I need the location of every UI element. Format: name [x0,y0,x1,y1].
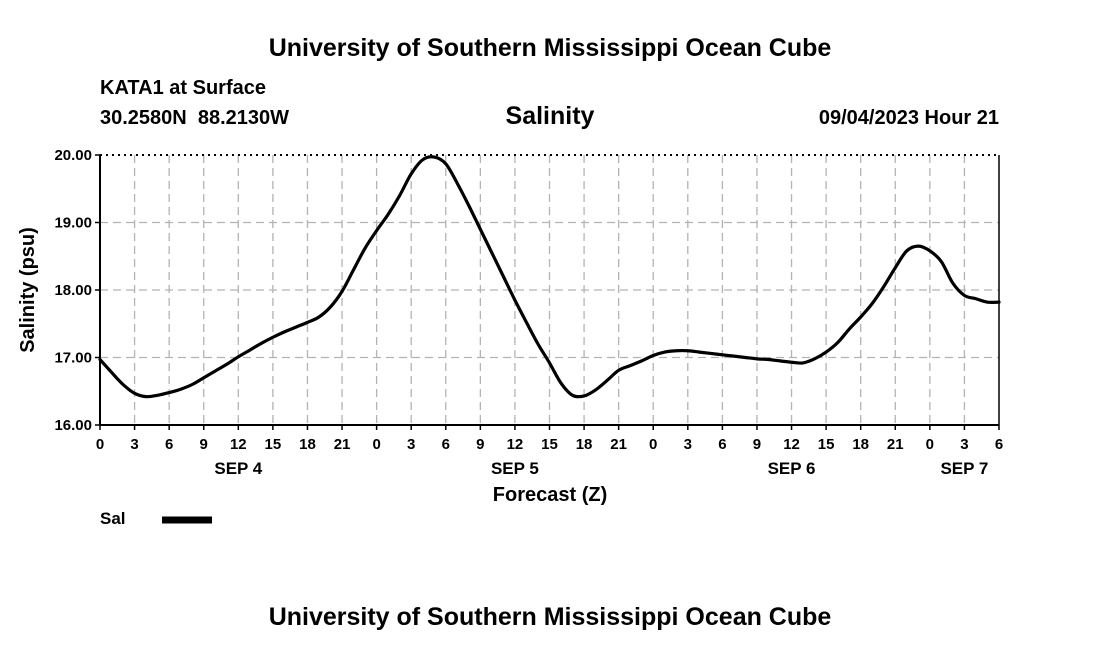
y-axis-label: Salinity (psu) [17,227,39,353]
x-tick-label: 21 [887,436,904,453]
x-tick-label: 9 [753,436,761,453]
day-label: SEP 6 [768,459,816,478]
x-tick-label: 0 [649,436,657,453]
x-tick-label: 15 [541,436,558,453]
x-tick-label: 12 [507,436,524,453]
day-label: SEP 7 [940,459,988,478]
x-tick-label: 6 [995,436,1003,453]
footer-title: University of Southern Mississippi Ocean… [269,603,832,631]
x-tick-label: 18 [852,436,869,453]
x-tick-label: 3 [407,436,415,453]
x-tick-label: 3 [684,436,692,453]
x-tick-label: 0 [96,436,104,453]
x-tick-label: 21 [334,436,351,453]
x-tick-label: 21 [610,436,627,453]
coordinates-label: 30.2580N 88.2130W [100,107,289,129]
x-tick-label: 15 [265,436,282,453]
chart-title: Salinity [506,102,595,130]
x-tick-label: 12 [230,436,247,453]
x-tick-label: 0 [926,436,934,453]
y-tick-label: 16.00 [54,417,92,434]
day-label: SEP 5 [491,459,539,478]
x-tick-label: 9 [476,436,484,453]
x-axis-label: Forecast (Z) [493,484,607,506]
day-label: SEP 4 [214,459,262,478]
page-title: University of Southern Mississippi Ocean… [269,34,832,62]
legend-label-sal: Sal [100,509,126,528]
y-tick-label: 20.00 [54,147,92,164]
x-tick-label: 6 [718,436,726,453]
x-axis-ticks: 0 3 6 9 12 15 18 21 0 3 6 9 12 15 18 21 0 3 6 9 12 15 18 21 0 3 6 [96,425,1003,453]
x-tick-label: 12 [783,436,800,453]
y-tick-label: 17.00 [54,350,92,367]
grid-lines [100,155,999,425]
y-axis-ticks: 16.00 17.00 18.00 19.00 20.00 [54,147,100,434]
x-tick-label: 0 [372,436,380,453]
datetime-label: 09/04/2023 Hour 21 [819,107,999,129]
x-tick-label: 3 [960,436,968,453]
y-tick-label: 19.00 [54,215,92,232]
y-tick-label: 18.00 [54,282,92,299]
x-tick-label: 6 [442,436,450,453]
day-labels: SEP 4 SEP 5 SEP 6 SEP 7 [214,459,988,478]
x-tick-label: 18 [299,436,316,453]
station-label: KATA1 at Surface [100,77,266,99]
x-tick-label: 3 [130,436,138,453]
series-group [98,155,1001,399]
series-line-sal [98,155,1001,399]
x-tick-label: 18 [576,436,593,453]
x-tick-label: 9 [200,436,208,453]
x-tick-label: 15 [818,436,835,453]
x-tick-label: 6 [165,436,173,453]
